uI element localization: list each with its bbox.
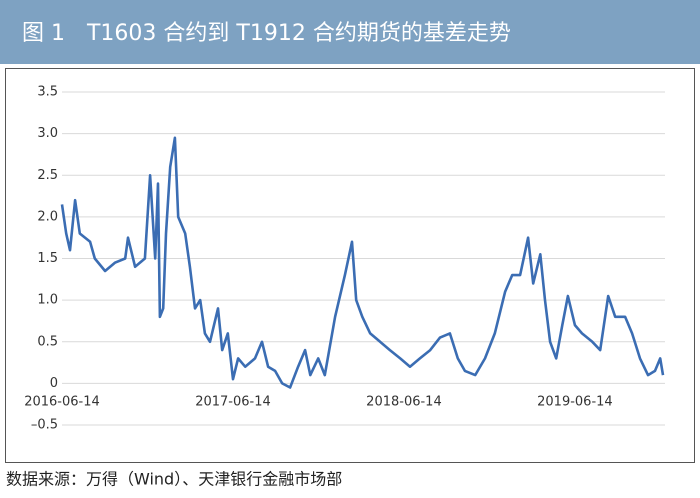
y-tick-label: 1.0	[37, 293, 58, 308]
chart-title: 图 1 T1603 合约到 T1912 合约期货的基差走势	[22, 21, 511, 46]
y-tick-label: 3.0	[37, 126, 58, 141]
y-tick-label: 0.5	[37, 334, 58, 349]
source-note: 数据来源：万得（Wind）、天津银行金融市场部	[6, 470, 342, 489]
x-tick-label: 2018-06-14	[366, 395, 442, 410]
x-tick-label: 2019-06-14	[537, 395, 613, 410]
y-tick-label: 0	[50, 376, 58, 391]
y-tick-label: 2.5	[37, 168, 58, 183]
data-line	[60, 136, 665, 389]
y-tick-label: 3.5	[37, 85, 58, 100]
y-tick-label: 2.0	[37, 209, 58, 224]
x-tick-label: 2016-06-14	[24, 395, 100, 410]
x-tick-label: 2017-06-14	[195, 395, 271, 410]
y-tick-label: –0.5	[31, 418, 58, 433]
chart-frame	[5, 68, 695, 463]
header-bar	[0, 0, 700, 64]
y-tick-label: 1.5	[37, 251, 58, 266]
